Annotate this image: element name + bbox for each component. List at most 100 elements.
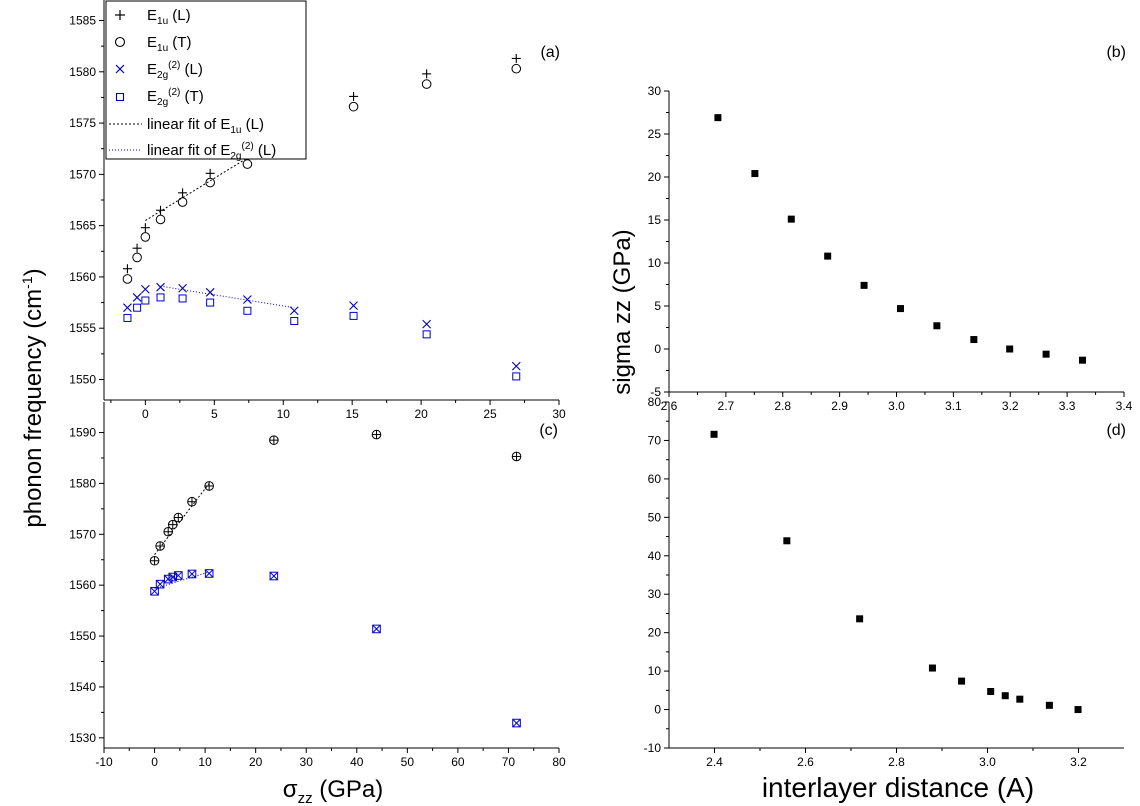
legend: E1u (L) E1u (T) E2g(2) (L) E2g(2) (T) li… [105, 0, 307, 162]
panel-d: 2.4 2.6 2.8 3.0 3.2 -10 0 10 20 30 40 50 60 70 80 (d) [644, 395, 1126, 769]
y-tick-label-b: 25 [648, 127, 662, 141]
point-c-s1-8 [372, 624, 381, 634]
point-c-s1-7 [269, 571, 279, 581]
x-tick-label-c: 40 [350, 755, 364, 769]
panel-tag-d: (d) [1106, 422, 1126, 439]
point-d-s0-7 [1016, 695, 1024, 703]
point-b-s0-9 [1042, 350, 1050, 358]
point-b-s0-1 [751, 170, 759, 178]
panel-tag-c: (c) [539, 422, 558, 439]
point-a-s1-0 [122, 274, 133, 284]
point-c-s1-1-d2 [155, 580, 165, 589]
point-c-s1-6-d2 [205, 569, 214, 578]
point-d-s0-4 [958, 677, 966, 685]
point-c-s1-0-d2 [150, 587, 159, 596]
x-tick-label-b: 3.1 [945, 399, 962, 413]
x-tick-label-c: 70 [502, 755, 516, 769]
point-c-s1-0 [150, 586, 159, 596]
y-tick-label-d: 40 [648, 549, 662, 563]
x-tick-label-a: 0 [142, 407, 149, 421]
point-a-s1-3 [155, 214, 166, 225]
x-tick-label-c: 20 [249, 755, 263, 769]
point-b-s0-5 [896, 305, 904, 313]
panel-c: -10 0 10 20 30 40 50 60 70 8015301540155015601570… [69, 402, 566, 769]
y-tick-label-a: 1565 [69, 219, 96, 233]
point-d-s0-0 [710, 430, 718, 438]
fit-line-a-1 [160, 285, 295, 309]
y-tick-label-a: 1555 [69, 321, 96, 335]
x-tick-label-b: 3.3 [1059, 399, 1076, 413]
point-a-s2-2 [140, 284, 150, 294]
y-tick-label-d: 50 [648, 510, 662, 524]
point-a-s2-5 [205, 287, 215, 297]
panel-tag-b: (b) [1106, 44, 1126, 61]
x-tick-label-a: 5 [211, 407, 218, 421]
point-b-s0-6 [933, 322, 941, 330]
point-a-s1-2 [140, 232, 151, 242]
point-a-s2-0 [123, 303, 132, 313]
right-x-axis-label: interlayer distance (A) [762, 772, 1034, 803]
x-tick-label-b: 2.7 [718, 399, 735, 413]
y-tick-label-d: -10 [644, 741, 662, 755]
point-c-s0-6 [204, 481, 214, 491]
point-a-s2-9-d2 [422, 319, 432, 329]
point-b-s0-2 [787, 215, 795, 223]
point-a-s2-4 [178, 283, 187, 293]
legend-item-fit1: linear fit of E1u (L) [109, 116, 264, 136]
point-c-s1-1 [155, 579, 165, 589]
point-a-s2-7 [289, 306, 299, 316]
point-d-s0-1 [783, 537, 791, 545]
point-d-s0-2 [856, 615, 864, 623]
legend-item-e1u-t: E1u (T) [114, 34, 191, 54]
point-a-s1-5 [205, 177, 215, 188]
point-a-s2-10-d2 [511, 361, 521, 371]
point-a-s1-10 [511, 63, 522, 74]
point-a-s2-2-d2 [140, 284, 150, 294]
point-a-s1-6 [242, 159, 253, 169]
x-tick-label-c: 30 [300, 755, 314, 769]
x-tick-label-c: 10 [198, 755, 212, 769]
point-c-s1-4-box [174, 571, 183, 580]
x-tick-label-d: 2.8 [888, 755, 905, 769]
y-tick-label-a: 1585 [69, 14, 96, 28]
legend-item-fit2: linear fit of E2g(2) (L) [109, 141, 276, 162]
point-c-s1-2-box [163, 574, 173, 584]
y-tick-label-b: -5 [650, 385, 661, 399]
point-b-s0-8 [1006, 345, 1014, 353]
point-a-s2-5-d2 [205, 287, 215, 297]
y-tick-label-d: 10 [648, 664, 662, 678]
x-tick-label-a: 30 [552, 407, 566, 421]
point-a-s0-3 [156, 205, 166, 215]
x-tick-label-c: 60 [451, 755, 465, 769]
legend-box [105, 0, 307, 160]
point-c-s1-5-d2 [187, 569, 197, 579]
panel-b: 2.6 2.7 2.8 2.9 3.0 3.1 3.2 3.3 3.4-505101520253… [648, 44, 1133, 413]
point-a-s2-4-d2 [178, 283, 187, 293]
y-tick-label-c: 1540 [69, 680, 96, 694]
point-c-s1-5-box [187, 569, 197, 579]
point-b-s0-0 [714, 114, 722, 122]
point-c-s1-6-box [204, 569, 214, 578]
point-a-s3-3 [156, 293, 165, 302]
point-c-s1-2-d2 [164, 574, 173, 584]
point-a-s2-6 [243, 295, 252, 304]
legend-marker-x [115, 64, 125, 74]
point-a-s3-10 [512, 372, 521, 381]
point-c-s1-7-box [269, 571, 279, 581]
x-tick-label-d: 2.4 [706, 755, 723, 769]
point-a-s2-6-d2 [243, 295, 252, 304]
point-c-s1-6 [204, 569, 214, 578]
point-c-s0-0 [149, 555, 160, 566]
point-d-s0-6 [1001, 692, 1009, 700]
point-d-s0-9 [1074, 706, 1082, 714]
x-tick-label-b: 3.4 [1116, 399, 1133, 413]
point-b-s0-10 [1078, 356, 1086, 364]
y-tick-label-c: 1560 [69, 578, 96, 592]
point-a-s2-0-d2 [123, 303, 132, 313]
point-c-s1-8-box [372, 624, 381, 634]
x-tick-label-d: 3.2 [1070, 755, 1087, 769]
y-tick-label-d: 30 [648, 587, 662, 601]
legend-label-fit1: linear fit of E1u (L) [147, 116, 264, 136]
point-c-s1-9-d2 [512, 718, 521, 728]
